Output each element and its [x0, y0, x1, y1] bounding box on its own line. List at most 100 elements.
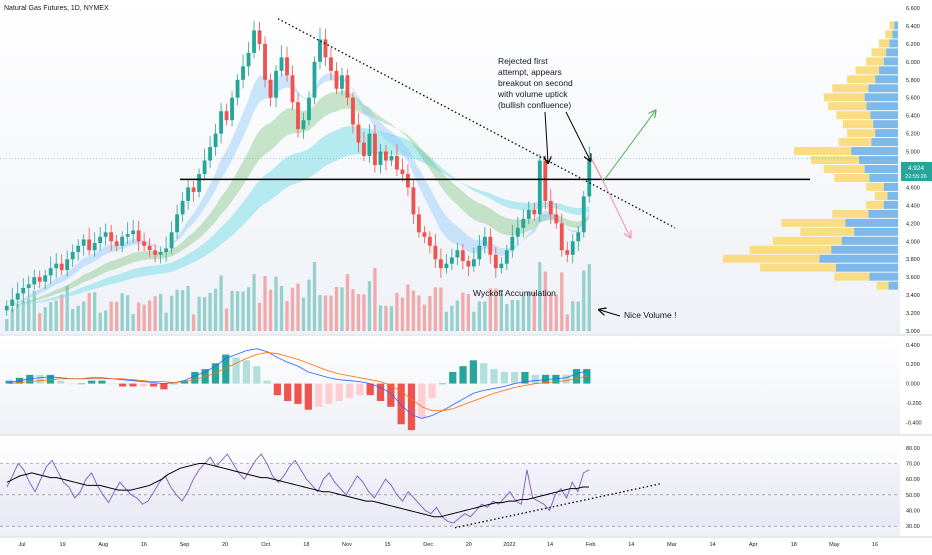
macd-histogram-bar: [376, 383, 385, 402]
drawn-trendlines[interactable]: [0, 18, 900, 237]
nice-volume-label: Nice Volume !: [624, 310, 676, 320]
macd-histogram-bar: [490, 369, 498, 384]
wyckoff-label[interactable]: Wyckoff Accumulation: [473, 288, 556, 298]
symbol-title[interactable]: Natural Gas Futures, 1D, NYMEX: [4, 5, 109, 12]
candle-body: [290, 75, 295, 103]
macd-histogram-bar: [418, 383, 426, 419]
candle-body: [521, 218, 526, 228]
time-tick-label: Feb: [586, 542, 595, 548]
last-price-value: 4.924: [908, 165, 925, 172]
vp-sell-bar: [838, 138, 872, 147]
candle-body: [103, 232, 108, 237]
candle-body: [224, 111, 229, 121]
rejected-annotation[interactable]: Rejected first attempt, appears breakout…: [497, 56, 590, 162]
candle-body: [15, 293, 20, 300]
vp-buy-bar: [873, 120, 898, 129]
vp-sell-bar: [885, 30, 893, 39]
time-tick-label: 20: [222, 542, 228, 548]
price-tick-label: 3.400: [906, 293, 920, 299]
candle-body: [252, 30, 256, 53]
macd-tick-label: -0.400: [906, 420, 922, 426]
candle-body: [433, 245, 438, 260]
candle-body: [526, 209, 531, 219]
volume-bar: [219, 275, 223, 331]
vp-buy-bar: [854, 227, 898, 236]
time-tick-label: Sep: [180, 542, 190, 548]
price-axis[interactable]: 6.600 6.400 6.200 6.000 5.800 5.600 5.400 5.200…: [906, 6, 920, 335]
candle-body: [59, 263, 64, 270]
volume-bars: [5, 262, 591, 331]
volume-bar: [60, 294, 64, 331]
rsi-tick-label: 50.00: [906, 493, 920, 499]
rsi-ma-line: [6, 463, 589, 518]
candle-body: [515, 227, 520, 237]
vp-sell-bar: [772, 236, 842, 245]
volume-bar: [373, 267, 377, 331]
volume-bar: [565, 314, 569, 331]
vp-buy-bar: [871, 138, 898, 147]
annotation-arrow: [600, 310, 621, 317]
volume-bar: [549, 294, 553, 331]
macd-histogram-bar: [500, 371, 508, 384]
macd-tick-label: 0.200: [906, 362, 920, 368]
volume-bar: [98, 312, 102, 331]
time-tick-label: Oct: [261, 542, 270, 548]
candle-body: [384, 151, 388, 161]
volume-bar: [241, 291, 245, 331]
vp-buy-bar: [858, 156, 898, 165]
candle-body: [367, 133, 372, 157]
price-tick-label: 3.200: [906, 311, 920, 317]
candle-body: [307, 97, 311, 121]
volume-bar: [417, 295, 421, 331]
nice-volume-annotation[interactable]: Nice Volume !: [600, 310, 676, 320]
price-tick-label: 5.000: [906, 150, 920, 156]
vp-buy-bar: [831, 245, 898, 254]
time-axis[interactable]: Jul 19 Aug 16 Sep 20 Oct 18 Nov 15 Dec 20 2022 14 Feb 1…: [18, 542, 878, 548]
macd-histogram-bar: [562, 374, 570, 384]
macd-histogram-bar: [273, 383, 281, 396]
macd-histogram-bar: [428, 383, 436, 399]
volume-profile: [723, 21, 898, 290]
candle-body: [158, 252, 163, 255]
volume-bar: [131, 314, 135, 331]
volume-bar: [439, 287, 443, 331]
volume-bar: [318, 295, 322, 331]
macd-histogram-bar: [335, 383, 343, 402]
candle-body: [235, 79, 240, 98]
candle-body: [422, 232, 427, 237]
volume-bar: [576, 301, 580, 331]
volume-bar: [389, 306, 394, 331]
volume-bar: [27, 298, 31, 331]
candle-body: [570, 241, 575, 255]
candle-body: [581, 196, 586, 233]
last-price-label: 4.924 22:55:26: [901, 162, 932, 181]
volume-bar: [71, 309, 75, 331]
candle-body: [416, 214, 421, 233]
volume-bar: [104, 310, 108, 331]
price-tick-label: 4.400: [906, 203, 920, 209]
volume-bar: [455, 300, 460, 331]
candle-body: [274, 70, 278, 98]
candle-body: [340, 75, 344, 89]
rsi-tick-label: 30.00: [906, 524, 920, 530]
macd-indicator: 0.400 0.200 0.000 -0.200 -0.400: [5, 343, 922, 431]
candle-body: [32, 277, 37, 285]
candle-body: [482, 236, 487, 246]
macd-histogram-bar: [284, 383, 292, 402]
vp-sell-bar: [832, 84, 869, 93]
macd-histogram-bar: [541, 374, 550, 384]
candle-body: [449, 257, 454, 264]
volume-bar: [384, 305, 388, 331]
candle-body: [356, 124, 361, 143]
volume-bar: [582, 270, 586, 331]
vp-buy-bar: [883, 200, 898, 209]
annotation-line: attempt, appears: [498, 67, 562, 77]
macd-histogram-bar: [139, 383, 147, 387]
macd-histogram-bar: [57, 380, 65, 384]
ema-ribbon-mid: [6, 90, 590, 306]
candle-body: [444, 263, 449, 269]
rsi-tick-label: 60.00: [906, 477, 920, 483]
candle-body: [323, 39, 328, 58]
